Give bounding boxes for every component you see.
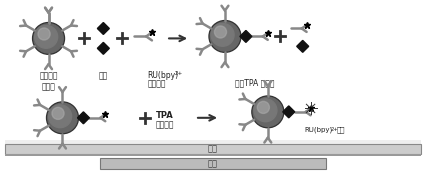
Text: RU(bpy): RU(bpy) [147, 71, 178, 80]
Circle shape [211, 23, 234, 46]
Text: RU(bpy): RU(bpy) [305, 127, 333, 133]
Circle shape [209, 20, 241, 52]
Polygon shape [98, 23, 109, 34]
FancyBboxPatch shape [5, 144, 421, 154]
Polygon shape [283, 106, 295, 118]
Text: 2+: 2+ [331, 127, 339, 132]
Text: 抗体包被
的磁珠: 抗体包被 的磁珠 [39, 71, 58, 91]
Text: 电极: 电极 [208, 144, 218, 153]
Text: 磁铁: 磁铁 [208, 159, 218, 168]
Circle shape [254, 99, 277, 122]
Circle shape [35, 25, 58, 48]
Circle shape [252, 96, 284, 128]
Text: 抗原: 抗原 [99, 71, 108, 80]
Polygon shape [98, 42, 109, 54]
Circle shape [46, 102, 78, 134]
Circle shape [33, 23, 64, 54]
Circle shape [253, 97, 282, 126]
Polygon shape [78, 112, 89, 124]
Text: 引入TPA 缓冲液: 引入TPA 缓冲液 [235, 78, 275, 87]
Polygon shape [297, 40, 309, 52]
Circle shape [38, 28, 50, 40]
FancyBboxPatch shape [5, 140, 421, 144]
Text: 电子供体: 电子供体 [156, 121, 174, 130]
Text: TPA: TPA [156, 111, 174, 120]
Circle shape [48, 103, 77, 132]
Circle shape [257, 101, 269, 113]
Circle shape [52, 107, 64, 119]
Text: 发光: 发光 [337, 127, 345, 133]
Text: 标记抗体: 标记抗体 [147, 79, 166, 88]
Circle shape [49, 105, 72, 128]
Circle shape [210, 22, 240, 51]
FancyBboxPatch shape [5, 154, 421, 155]
Circle shape [34, 24, 63, 53]
Polygon shape [240, 31, 252, 42]
Circle shape [214, 26, 227, 38]
Text: 2+: 2+ [175, 71, 183, 76]
FancyBboxPatch shape [101, 158, 325, 169]
